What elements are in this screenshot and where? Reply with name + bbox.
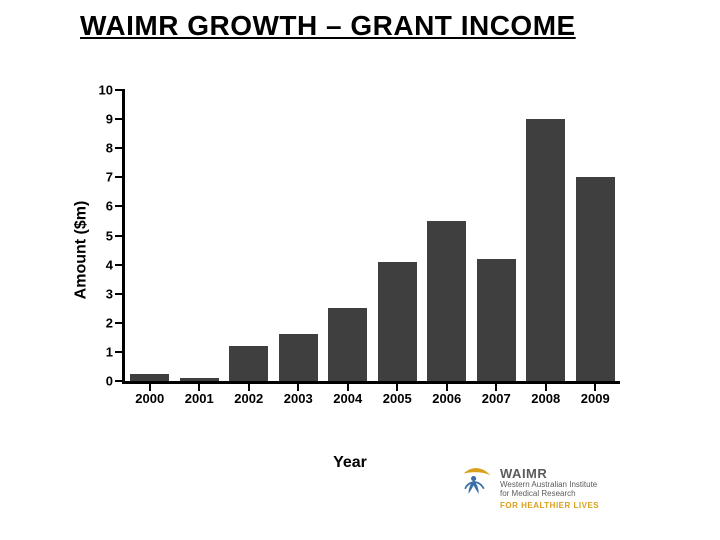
x-tick [297,381,299,391]
page-title: WAIMR GROWTH – GRANT INCOME [80,10,576,42]
logo-text-block: WAIMR Western Australian Institute for M… [500,466,597,499]
x-tick-label: 2007 [482,391,511,406]
chart-container: Amount ($m) 0123456789102000200120022003… [70,80,630,420]
bar [229,346,268,381]
x-tick-label: 2002 [234,391,263,406]
y-tick [115,147,125,149]
y-tick [115,118,125,120]
y-tick [115,380,125,382]
x-tick-label: 2005 [383,391,412,406]
bar [477,259,516,381]
y-tick-label: 8 [89,141,113,156]
bar [576,177,615,381]
x-tick-label: 2001 [185,391,214,406]
x-tick [594,381,596,391]
x-tick [149,381,151,391]
y-tick-label: 5 [89,228,113,243]
y-axis-label: Amount ($m) [72,201,90,300]
bar [328,308,367,381]
y-tick [115,235,125,237]
y-tick [115,293,125,295]
y-tick-label: 3 [89,286,113,301]
x-tick [198,381,200,391]
y-tick-label: 10 [89,83,113,98]
bar [279,334,318,381]
y-tick-label: 6 [89,199,113,214]
y-tick [115,264,125,266]
x-tick [446,381,448,391]
x-tick-label: 2008 [531,391,560,406]
logo-subtitle-2: for Medical Research [500,490,597,499]
y-tick-label: 0 [89,374,113,389]
x-tick [248,381,250,391]
x-tick-label: 2004 [333,391,362,406]
x-tick-label: 2006 [432,391,461,406]
y-tick [115,176,125,178]
x-tick [545,381,547,391]
logo-mark-icon [460,465,494,499]
bar [427,221,466,381]
y-tick [115,205,125,207]
x-tick [495,381,497,391]
y-tick [115,351,125,353]
bar [378,262,417,381]
y-tick [115,322,125,324]
y-tick-label: 9 [89,112,113,127]
y-tick [115,89,125,91]
logo-tagline: FOR HEALTHIER LIVES [500,501,670,510]
plot-area: 0123456789102000200120022003200420052006… [122,90,620,384]
y-tick-label: 4 [89,257,113,272]
bar [130,374,169,381]
bar [526,119,565,381]
y-tick-label: 2 [89,315,113,330]
x-tick [347,381,349,391]
y-tick-label: 7 [89,170,113,185]
slide: WAIMR GROWTH – GRANT INCOME Amount ($m) … [0,0,720,540]
logo-row: WAIMR Western Australian Institute for M… [460,465,670,499]
x-tick-label: 2003 [284,391,313,406]
logo: WAIMR Western Australian Institute for M… [460,465,670,510]
x-tick [396,381,398,391]
x-tick-label: 2009 [581,391,610,406]
logo-name: WAIMR [500,466,597,481]
x-tick-label: 2000 [135,391,164,406]
y-tick-label: 1 [89,344,113,359]
